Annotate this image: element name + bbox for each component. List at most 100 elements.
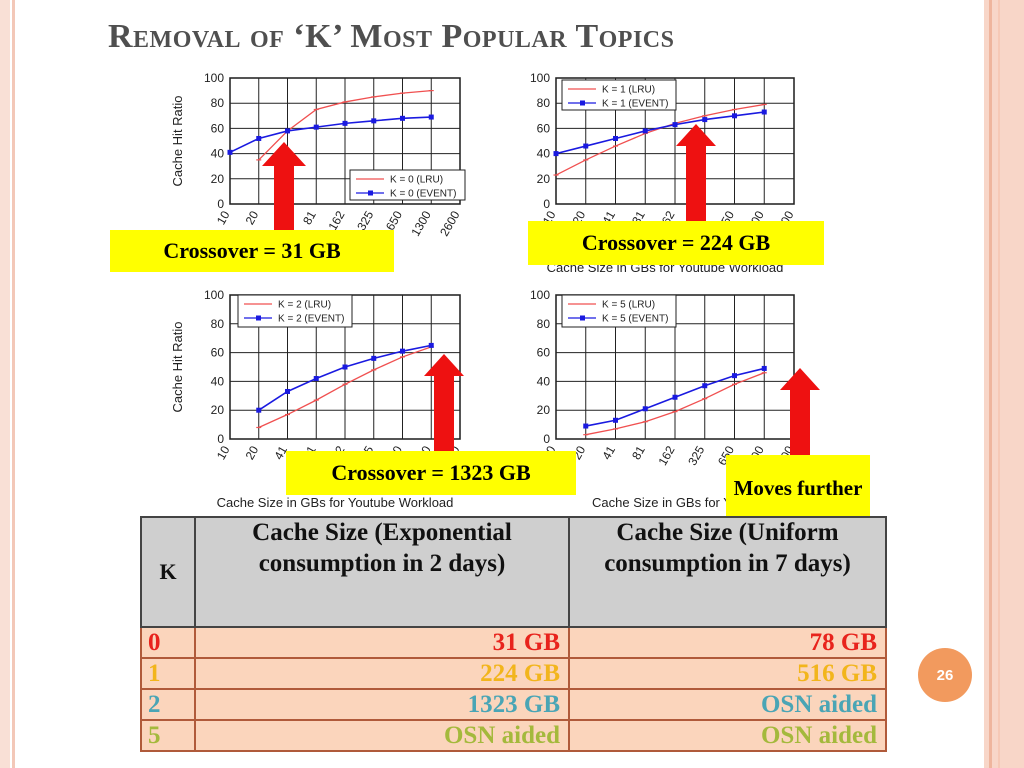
moves-further-arrow xyxy=(780,368,820,458)
data-point-event xyxy=(732,373,737,379)
crossover-arrow-k0 xyxy=(262,142,306,238)
cell-uniform: 78 GB xyxy=(568,626,887,659)
y-tick-label: 60 xyxy=(211,121,225,135)
x-tick-label: 81 xyxy=(300,208,319,227)
x-tick-label: 162 xyxy=(655,443,677,468)
y-tick-label: 0 xyxy=(217,197,224,211)
cell-exponential: 1323 GB xyxy=(194,688,570,721)
cell-exponential: OSN aided xyxy=(194,719,570,752)
y-axis-label: Cache Hit Ratio xyxy=(170,95,185,186)
data-point-event xyxy=(313,124,319,130)
x-axis-label: Cache Size in GBs for Yo xyxy=(592,495,738,510)
cell-exponential: 31 GB xyxy=(194,626,570,659)
slide-title: Removal of ‘K’ Most Popular Topics xyxy=(108,18,675,55)
data-point-event xyxy=(702,117,708,123)
data-point-event xyxy=(613,417,618,423)
x-axis-label: Cache Size in GBs for Youtube Workload xyxy=(217,495,454,510)
y-tick-label: 20 xyxy=(537,172,551,186)
header-k: K xyxy=(140,516,196,628)
y-tick-label: 40 xyxy=(211,147,225,161)
legend-entry: K = 0 (EVENT) xyxy=(390,189,456,200)
y-tick-label: 60 xyxy=(537,346,551,360)
y-tick-label: 0 xyxy=(543,432,550,446)
legend-entry: K = 1 (EVENT) xyxy=(602,99,668,110)
cell-uniform: OSN aided xyxy=(568,688,887,721)
y-tick-label: 100 xyxy=(530,71,550,85)
y-tick-label: 40 xyxy=(211,374,225,388)
y-tick-label: 60 xyxy=(211,346,225,360)
data-point-event xyxy=(428,342,434,348)
y-tick-label: 60 xyxy=(537,121,551,135)
cell-exponential: 224 GB xyxy=(194,657,570,690)
data-point-event xyxy=(583,143,589,149)
y-tick-label: 80 xyxy=(211,317,225,331)
legend-entry: K = 0 (LRU) xyxy=(390,175,443,186)
data-point-event xyxy=(400,348,405,354)
slide-number-badge: 26 xyxy=(918,648,972,702)
legend-entry: K = 5 (EVENT) xyxy=(602,314,668,325)
callout-crossover-1323: Crossover = 1323 GB xyxy=(286,451,576,495)
y-tick-label: 100 xyxy=(204,71,224,85)
data-point-event xyxy=(672,122,678,128)
left-frame-line xyxy=(12,0,15,768)
data-point-event xyxy=(672,394,678,400)
legend-entry: K = 5 (LRU) xyxy=(602,300,655,311)
cell-k: 1 xyxy=(140,657,196,690)
cell-k: 5 xyxy=(140,719,196,752)
data-point-event xyxy=(285,388,290,394)
crossover-arrow-k1 xyxy=(676,124,716,228)
table-header-row: K Cache Size (Exponential consumption in… xyxy=(140,516,887,628)
data-point-event xyxy=(732,113,737,119)
chart-k0: 0204060801001020418116232565013002600Cac… xyxy=(170,71,466,239)
x-tick-label: 2600 xyxy=(437,208,463,238)
y-axis-label: Cache Hit Ratio xyxy=(170,321,185,412)
legend-entry: K = 1 (LRU) xyxy=(602,85,655,96)
data-point-event xyxy=(227,149,233,155)
y-tick-label: 100 xyxy=(204,288,224,302)
y-tick-label: 20 xyxy=(211,172,225,186)
y-tick-label: 20 xyxy=(211,403,225,417)
x-tick-label: 41 xyxy=(271,443,290,462)
y-tick-label: 0 xyxy=(217,432,224,446)
crossover-arrow-k2 xyxy=(424,354,464,458)
data-point-event xyxy=(642,406,648,412)
table-row: 5 OSN aided OSN aided xyxy=(140,719,887,752)
legend-marker xyxy=(368,190,373,196)
right-frame-line-2 xyxy=(998,0,1000,768)
data-point-event xyxy=(553,151,559,157)
chart-k1: 0204060801001020418116232565013002600Cac… xyxy=(530,71,797,275)
table-row: 2 1323 GB OSN aided xyxy=(140,688,887,721)
legend-marker xyxy=(580,315,585,321)
data-point-event xyxy=(342,120,348,126)
x-tick-label: 20 xyxy=(243,208,262,227)
table-row: 1 224 GB 516 GB xyxy=(140,657,887,690)
table-row: 0 31 GB 78 GB xyxy=(140,626,887,659)
cell-uniform: 516 GB xyxy=(568,657,887,690)
y-tick-label: 80 xyxy=(211,96,225,110)
series-line-event xyxy=(555,111,765,155)
legend-entry: K = 2 (EVENT) xyxy=(278,314,344,325)
callout-crossover-224: Crossover = 224 GB xyxy=(528,221,824,265)
legend-box xyxy=(561,294,677,328)
y-tick-label: 0 xyxy=(543,197,550,211)
callout-crossover-31: Crossover = 31 GB xyxy=(110,230,394,272)
legend-box xyxy=(237,294,353,328)
x-tick-label: 10 xyxy=(214,443,233,462)
y-tick-label: 20 xyxy=(537,403,551,417)
right-frame-line xyxy=(989,0,992,768)
x-tick-label: 10 xyxy=(214,208,233,227)
x-tick-label: 325 xyxy=(685,443,707,468)
data-point-event xyxy=(313,376,319,382)
data-point-event xyxy=(342,364,348,370)
left-frame-band xyxy=(0,0,10,768)
x-tick-label: 41 xyxy=(599,443,618,462)
y-tick-label: 40 xyxy=(537,147,551,161)
data-point-event xyxy=(285,128,290,134)
crossover-table: K Cache Size (Exponential consumption in… xyxy=(140,516,887,752)
data-point-event xyxy=(642,128,648,134)
data-point-event xyxy=(256,135,262,141)
series-line-event xyxy=(229,116,432,154)
callout-moves-further: Moves further xyxy=(726,455,870,523)
data-point-event xyxy=(371,355,377,361)
legend-marker xyxy=(580,100,585,106)
